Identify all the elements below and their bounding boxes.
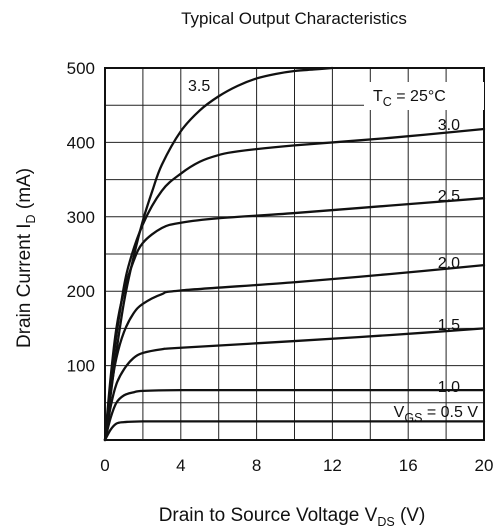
gate-voltage-symbol: V	[394, 404, 405, 421]
series-line	[103, 388, 486, 442]
x-tick-label: 8	[252, 456, 261, 475]
series-label: 3.0	[438, 117, 460, 134]
x-tick-label: 20	[475, 456, 494, 475]
y-tick-label: 100	[67, 357, 95, 376]
y-axis-label: Drain Current ID (mA)	[14, 168, 38, 348]
grid	[105, 68, 484, 440]
temperature-annotation: TC = 25°C	[364, 82, 484, 110]
series-line	[103, 420, 486, 442]
y-tick-label: 200	[67, 282, 95, 301]
x-tick-label: 16	[399, 456, 418, 475]
series-label: 2.0	[438, 255, 460, 272]
x-tick-label: 0	[100, 456, 109, 475]
series-label: 1.5	[438, 317, 460, 334]
y-tick-label: 500	[67, 59, 95, 78]
y-tick-label: 400	[67, 133, 95, 152]
series-label: 1.0	[438, 379, 460, 396]
gate-voltage-equals: = 0.5 V	[422, 404, 478, 421]
x-tick-label: 12	[323, 456, 342, 475]
series-line	[103, 327, 486, 442]
tick-labels: 0 4 8 12 16 20 500 400 300 200 100	[67, 59, 494, 475]
plot-frame	[104, 67, 485, 441]
series-label: 3.5	[188, 78, 210, 95]
gate-voltage-subscript: GS	[404, 411, 422, 425]
x-axis-label: Drain to Source Voltage VDS (V)	[159, 505, 426, 529]
series-line	[103, 66, 334, 442]
series-line	[103, 127, 486, 442]
y-tick-label: 300	[67, 208, 95, 227]
series-label: VGS = 0.5 V	[394, 404, 479, 425]
annotation-text: TC = 25°C	[373, 88, 446, 109]
series-label: 2.5	[438, 188, 460, 205]
x-tick-label: 4	[176, 456, 185, 475]
curve-labels: VGS = 0.5 V 1.0 1.5 2.0 2.5 3.0 3.5	[188, 78, 478, 425]
curves	[103, 66, 486, 442]
annotation-background	[364, 82, 484, 110]
chart-title: Typical Output Characteristics	[181, 9, 407, 28]
